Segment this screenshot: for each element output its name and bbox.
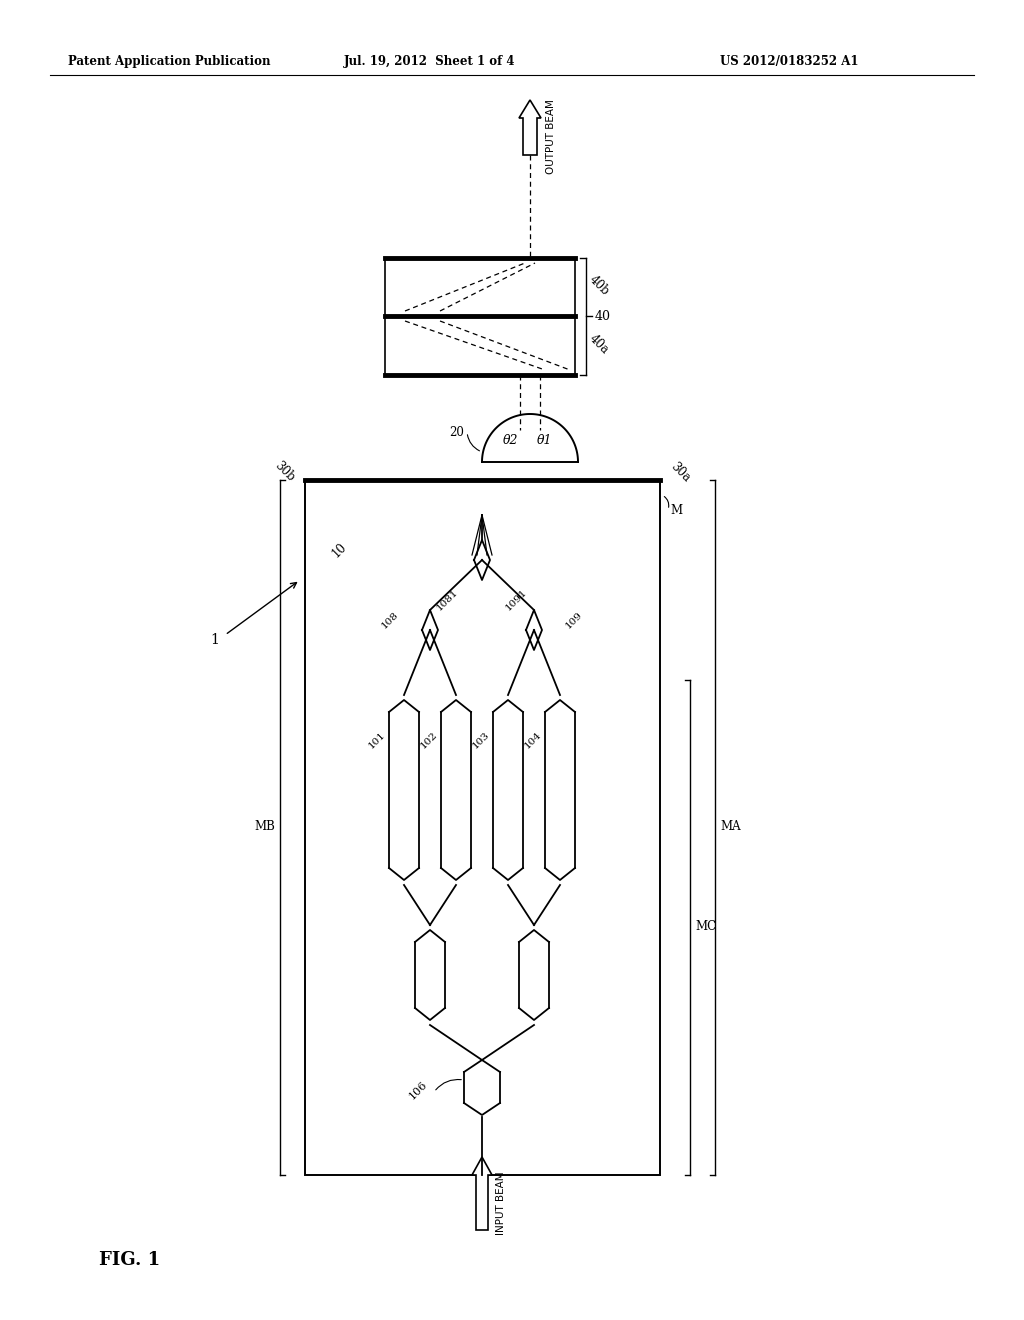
Text: 30a: 30a — [668, 459, 693, 484]
Text: 106: 106 — [407, 1078, 429, 1101]
Text: 30b: 30b — [271, 459, 297, 484]
Text: Jul. 19, 2012  Sheet 1 of 4: Jul. 19, 2012 Sheet 1 of 4 — [344, 55, 516, 69]
FancyArrow shape — [519, 100, 541, 154]
Text: 1081: 1081 — [435, 587, 460, 612]
Text: OUTPUT BEAM: OUTPUT BEAM — [546, 99, 556, 174]
Bar — [305, 480, 660, 1175]
Text: INPUT BEAM: INPUT BEAM — [496, 1171, 506, 1234]
Text: 10: 10 — [330, 540, 350, 560]
Text: 109: 109 — [564, 610, 585, 630]
Text: Patent Application Publication: Patent Application Publication — [68, 55, 270, 69]
Text: 1091: 1091 — [504, 587, 529, 612]
FancyArrow shape — [472, 1158, 492, 1230]
Text: θ1: θ1 — [537, 433, 553, 446]
Text: θ2: θ2 — [503, 433, 518, 446]
Text: 102: 102 — [419, 730, 439, 750]
Text: 20: 20 — [450, 425, 464, 438]
Text: 1: 1 — [211, 634, 219, 647]
Text: FIG. 1: FIG. 1 — [99, 1251, 161, 1269]
Text: MB: MB — [254, 821, 275, 833]
Text: MC: MC — [695, 920, 716, 933]
Text: 103: 103 — [471, 730, 490, 750]
Text: MA: MA — [720, 821, 740, 833]
Text: 40: 40 — [595, 309, 611, 322]
Text: 40a: 40a — [587, 331, 611, 356]
Text: US 2012/0183252 A1: US 2012/0183252 A1 — [720, 55, 858, 69]
Text: 104: 104 — [522, 730, 543, 750]
Text: 108: 108 — [380, 610, 400, 630]
Text: 101: 101 — [367, 730, 387, 750]
Text: M: M — [670, 503, 682, 516]
Bar — [385, 257, 575, 375]
Text: 40b: 40b — [587, 273, 612, 298]
